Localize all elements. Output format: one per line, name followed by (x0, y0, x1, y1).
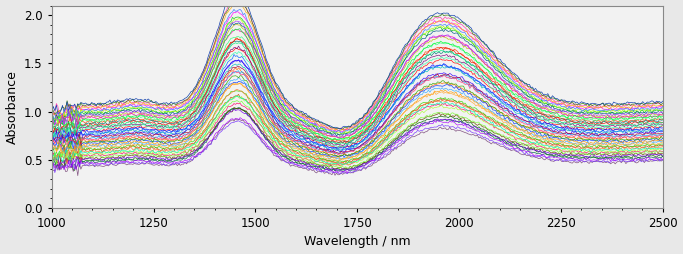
X-axis label: Wavelength / nm: Wavelength / nm (304, 235, 410, 248)
Y-axis label: Absorbance: Absorbance (5, 70, 18, 144)
